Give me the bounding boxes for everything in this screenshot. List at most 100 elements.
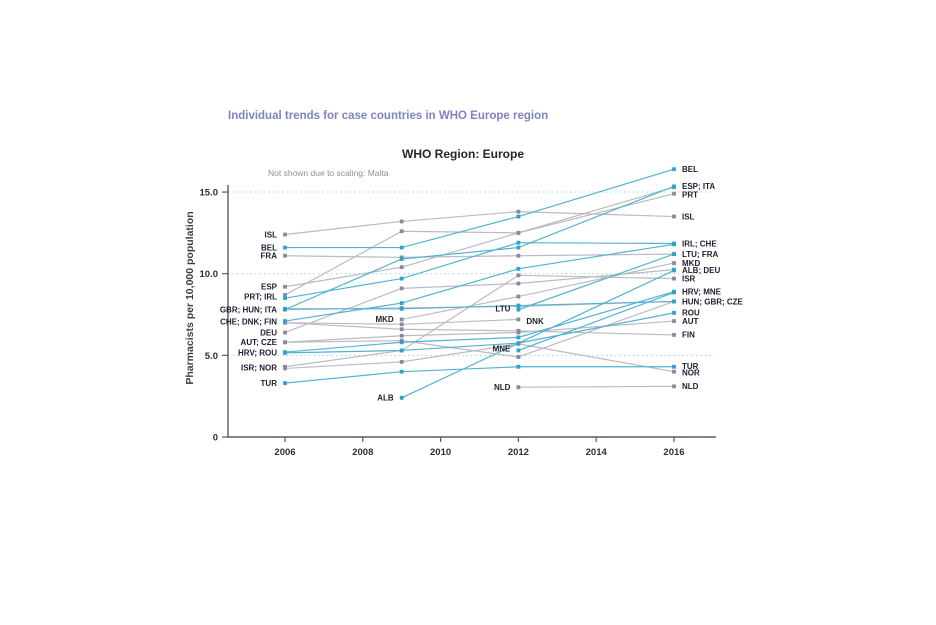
- series-point-BEL-2006: [283, 245, 287, 250]
- series-line-FIN: [284, 322, 675, 336]
- series-point-FIN-2016: [672, 333, 676, 337]
- series-point-BEL-2012: [516, 214, 521, 219]
- series-point-LTU-2012: [516, 307, 521, 312]
- country-label-DEU-2006: DEU: [260, 328, 277, 337]
- country-label-AUT-2016: AUT: [682, 317, 699, 326]
- series-point-MKD-2016: [672, 261, 676, 265]
- series-point-ITA-2016: [672, 184, 676, 189]
- x-tick-label-2006: 2006: [274, 447, 295, 458]
- series-point-ROU-2009: [399, 348, 404, 353]
- series-point-CHE-2006: [283, 319, 287, 323]
- series-line-NOR: [284, 343, 675, 373]
- series-point-IRL-2012: [516, 240, 521, 245]
- country-label-ALB-DEU-2016: ALB; DEU: [682, 266, 720, 275]
- series-line-CHE: [284, 243, 675, 322]
- series-point-FRA-2012: [516, 253, 521, 258]
- country-label-LTU-2012: LTU: [495, 305, 510, 314]
- series-point-CZE-2012: [516, 355, 521, 359]
- country-label-DNK-2012: DNK: [526, 317, 544, 326]
- series-point-ISL-2012: [516, 209, 521, 214]
- series-point-CHE-2012: [516, 266, 521, 271]
- series-point-TUR-2016: [672, 364, 676, 369]
- series-line-TUR: [284, 366, 674, 384]
- series-point-BEL-2009: [399, 245, 404, 250]
- series-point-ITA-2009: [399, 257, 404, 261]
- country-label-ISL-2006: ISL: [265, 230, 278, 239]
- y-tick-label-0: 0: [213, 433, 218, 444]
- country-label-IRL-CHE-2016: IRL; CHE: [682, 239, 717, 248]
- country-label-HRV-ROU-2006: HRV; ROU: [238, 349, 277, 358]
- series-point-IRL-2009: [399, 276, 404, 281]
- series-point-ITA-2012: [516, 245, 521, 250]
- x-tick-label-2012: 2012: [508, 447, 529, 458]
- series-point-MNE-2016: [672, 290, 676, 295]
- series-line-ALB: [401, 269, 675, 399]
- series-point-LTU-2016: [672, 252, 676, 257]
- series-line-ISL: [284, 211, 675, 236]
- series-point-ISR-2016: [672, 276, 676, 281]
- series-point-TUR-2012: [516, 364, 521, 369]
- series-point-ISL-2016: [672, 214, 676, 219]
- series-point-DNK-2009: [399, 322, 404, 327]
- series-point-HUN-2012: [516, 303, 521, 308]
- country-label-ISR-NOR-2006: ISR; NOR: [241, 363, 277, 372]
- country-label-TUR-2016: TUR: [682, 362, 699, 371]
- series-point-NOR-2006: [283, 366, 287, 371]
- series-point-NOR-2016: [672, 369, 676, 374]
- country-label-ALB-2009: ALB: [377, 394, 394, 403]
- series-point-PRT-2012: [516, 230, 521, 235]
- country-label-GBR-HUN-ITA-2006: GBR; HUN; ITA: [220, 305, 277, 314]
- country-label-FIN-2016: FIN: [682, 331, 695, 340]
- country-label-LTU-FRA-2016: LTU; FRA: [682, 250, 719, 259]
- x-tick-label-2010: 2010: [430, 447, 451, 458]
- series-line-LTU: [518, 253, 675, 311]
- series-point-DEU-2012: [516, 281, 521, 286]
- country-label-MKD-2009: MKD: [375, 315, 393, 324]
- series-point-ISL-2006: [283, 232, 287, 237]
- country-label-BEL-2016: BEL: [682, 165, 698, 174]
- series-line-FRA: [284, 253, 675, 258]
- series-point-NLD-2016: [672, 384, 676, 389]
- series-point-DEU-2006: [283, 330, 287, 335]
- country-label-HUN-GBR-CZE-2016: HUN; GBR; CZE: [682, 297, 744, 306]
- series-point-AUT-2009: [399, 333, 404, 338]
- series-point-FIN-2009: [399, 327, 404, 332]
- country-label-ISR-2016: ISR: [682, 274, 696, 283]
- series-point-TUR-2006: [283, 381, 287, 386]
- series-point-IRL-2006: [283, 296, 287, 301]
- chart-title: WHO Region: Europe: [402, 147, 524, 161]
- series-line-IRL: [284, 242, 675, 299]
- x-tick-label-2016: 2016: [663, 447, 684, 458]
- series-point-HUN-2009: [399, 306, 404, 311]
- country-label-BEL-2006: BEL: [261, 243, 277, 252]
- figure-heading: Individual trends for case countries in …: [228, 110, 549, 122]
- country-label-FRA-2006: FRA: [261, 252, 278, 261]
- series-point-ALB-2016: [672, 268, 676, 273]
- series-point-TUR-2009: [399, 369, 404, 374]
- series-point-ISL-2009: [399, 219, 404, 224]
- series-point-NOR-2009: [399, 359, 404, 364]
- series-point-ROU-2012: [516, 341, 521, 346]
- y-tick-label-10: 10.0: [200, 269, 219, 280]
- series-point-HRV-2009: [399, 340, 404, 345]
- y-tick-label-15: 15.0: [200, 188, 219, 199]
- series-point-BEL-2016: [672, 167, 676, 172]
- country-label-MKD-2016: MKD: [682, 259, 700, 268]
- series-line-BEL: [285, 168, 675, 249]
- y-tick-label-5: 5.0: [205, 351, 218, 362]
- series-line-MNE: [518, 291, 675, 352]
- series-point-PRT-2016: [672, 191, 676, 196]
- country-label-NLD-2012: NLD: [494, 383, 511, 392]
- series-point-PRT-2009: [399, 229, 404, 234]
- country-label-ESP-ITA-2016: ESP; ITA: [682, 182, 715, 191]
- country-label-ESP-2006: ESP: [261, 283, 278, 292]
- series-point-CHE-2016: [672, 242, 676, 247]
- chart-note: Not shown due to scaling: Malta: [268, 168, 389, 178]
- country-label-ROU-2016: ROU: [682, 309, 700, 318]
- series-line-CZE: [284, 300, 675, 358]
- series-point-CZE-2006: [283, 340, 287, 345]
- series-point-ESP-2009: [399, 265, 404, 270]
- country-label-NOR-2016: NOR: [682, 368, 700, 377]
